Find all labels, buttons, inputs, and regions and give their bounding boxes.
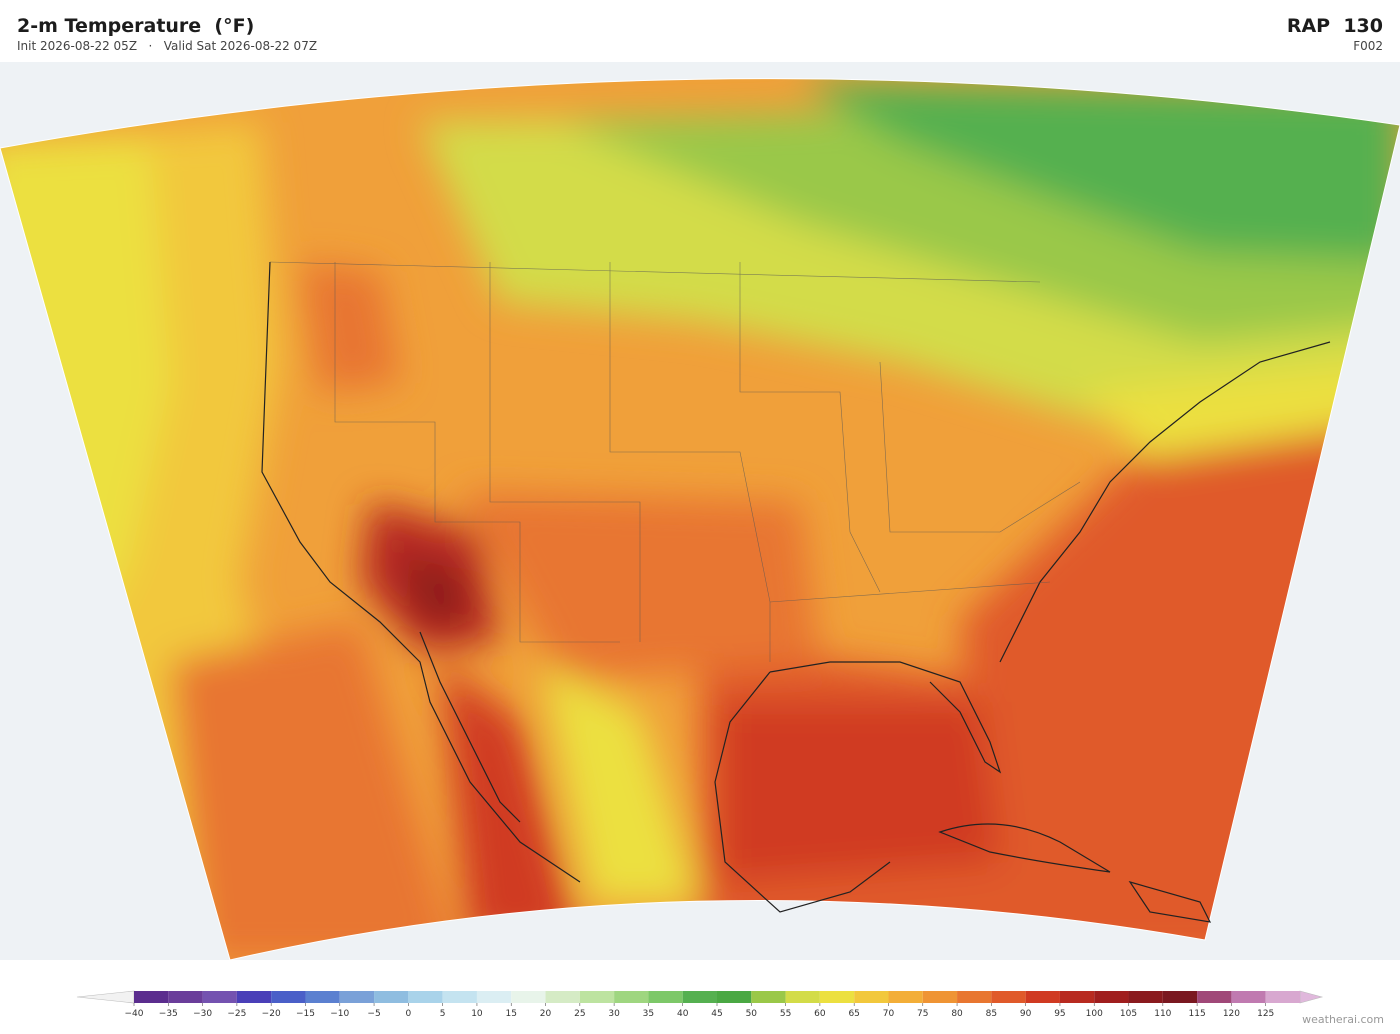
colorbar-bin — [614, 991, 649, 1003]
colorbar-bin — [1197, 991, 1232, 1003]
colorbar-tick-label: 55 — [780, 1009, 791, 1019]
colorbar-bin — [511, 991, 546, 1003]
colorbar-bin — [545, 991, 580, 1003]
colorbar-bin — [374, 991, 409, 1003]
colorbar-bin — [476, 991, 512, 1003]
colorbar-bin — [1025, 991, 1060, 1003]
subtitle: Init 2026-08-22 05Z · Valid Sat 2026-08-… — [17, 39, 317, 53]
colorbar-bin — [991, 991, 1026, 1003]
colorbar-bin — [1265, 991, 1300, 1003]
colorbar-tick-label: 10 — [471, 1009, 483, 1019]
colorbar-tick-label: −15 — [296, 1009, 315, 1019]
forecast-hour: F002 — [1353, 39, 1383, 53]
separator: · — [148, 39, 153, 53]
brand: weatherai.com — [1302, 1013, 1384, 1026]
colorbar-bin — [236, 991, 272, 1003]
colorbar-tick-label: 20 — [540, 1009, 552, 1019]
borders — [269, 261, 1081, 662]
colorbar-bin — [682, 991, 717, 1003]
colorbar-bin — [168, 991, 203, 1003]
model: RAP 130 — [1286, 15, 1383, 37]
colorbar-bin — [202, 991, 237, 1003]
colorbar-bin — [271, 991, 306, 1003]
colorbar-bin — [1059, 991, 1095, 1003]
colorbar-tick-label: 85 — [986, 1009, 997, 1019]
colorbar-bin — [922, 991, 958, 1003]
colorbar-bin — [1094, 991, 1129, 1003]
colorbar-tick-label: 60 — [814, 1009, 826, 1019]
colorbar-tick-label: 80 — [951, 1009, 963, 1019]
colorbar-bin — [717, 991, 752, 1003]
colorbar-tick-label: 115 — [1189, 1009, 1206, 1019]
valid-time: Valid Sat 2026-08-22 07Z — [163, 39, 318, 53]
map — [0, 62, 1400, 960]
title: 2-m Temperature (°F) — [17, 15, 255, 37]
colorbar-bin — [579, 991, 615, 1003]
colorbar-tick-label: −35 — [159, 1009, 178, 1019]
colorbar-tick-label: 120 — [1223, 1009, 1240, 1019]
colorbar-tick-label: 105 — [1120, 1009, 1137, 1019]
init-time: Init 2026-08-22 05Z — [17, 39, 138, 53]
colorbar-bin — [442, 991, 477, 1003]
colorbar-bin — [305, 991, 340, 1003]
colorbar-tick-label: −5 — [367, 1009, 380, 1019]
colorbar-tick-label: −40 — [125, 1009, 144, 1019]
domain-edge — [0, 78, 1400, 960]
colorbar-tick-label: 110 — [1154, 1009, 1171, 1019]
coastlines — [261, 261, 1331, 923]
colorbar-tick-label: 100 — [1086, 1009, 1103, 1019]
colorbar-bin — [134, 991, 169, 1003]
colorbar-tick-label: 35 — [643, 1009, 654, 1019]
colorbar-tick-label: 75 — [917, 1009, 928, 1019]
colorbar-bin — [854, 991, 889, 1003]
colorbar-bin — [1128, 991, 1163, 1003]
temperature-field — [0, 78, 1400, 960]
colorbar-bin — [819, 991, 855, 1003]
colorbar-tick-label: 25 — [574, 1009, 585, 1019]
colorbar-tick-label: 0 — [405, 1009, 411, 1019]
colorbar-tick-label: 45 — [711, 1009, 722, 1019]
colorbar-tick-label: −10 — [330, 1009, 349, 1019]
colorbar-extend-low — [76, 990, 135, 1004]
colorbar-tick-label: 65 — [848, 1009, 859, 1019]
colorbar-tick-label: −20 — [262, 1009, 281, 1019]
colorbar-bin — [957, 991, 992, 1003]
colorbar-tick-label: 30 — [608, 1009, 620, 1019]
colorbar-extend-high — [1299, 990, 1324, 1004]
colorbar-bin — [888, 991, 923, 1003]
colorbar-tick-label: 50 — [746, 1009, 758, 1019]
colorbar-tick-label: 90 — [1020, 1009, 1032, 1019]
colorbar-tick-label: 125 — [1257, 1009, 1274, 1019]
colorbar-tick-label: 40 — [677, 1009, 689, 1019]
colorbar-bin — [648, 991, 683, 1003]
colorbar-tick-label: −25 — [227, 1009, 246, 1019]
colorbar-bin — [339, 991, 375, 1003]
colorbar-bin — [408, 991, 443, 1003]
colorbar-tick-label: 15 — [506, 1009, 517, 1019]
colorbar-tick-label: 70 — [883, 1009, 895, 1019]
colorbar-bin — [785, 991, 820, 1003]
colorbar-tick-label: −30 — [193, 1009, 212, 1019]
colorbar-bin — [751, 991, 786, 1003]
colorbar-tick-label: 5 — [440, 1009, 446, 1019]
colorbar-bin — [1162, 991, 1198, 1003]
colorbar-bin — [1231, 991, 1266, 1003]
colorbar: −40 −35 −30 −25 −20 −15 −10 −5 0 5 10 15 20 25 30 35 40 4… — [76, 990, 1324, 1019]
colorbar-tick-label: 95 — [1054, 1009, 1065, 1019]
